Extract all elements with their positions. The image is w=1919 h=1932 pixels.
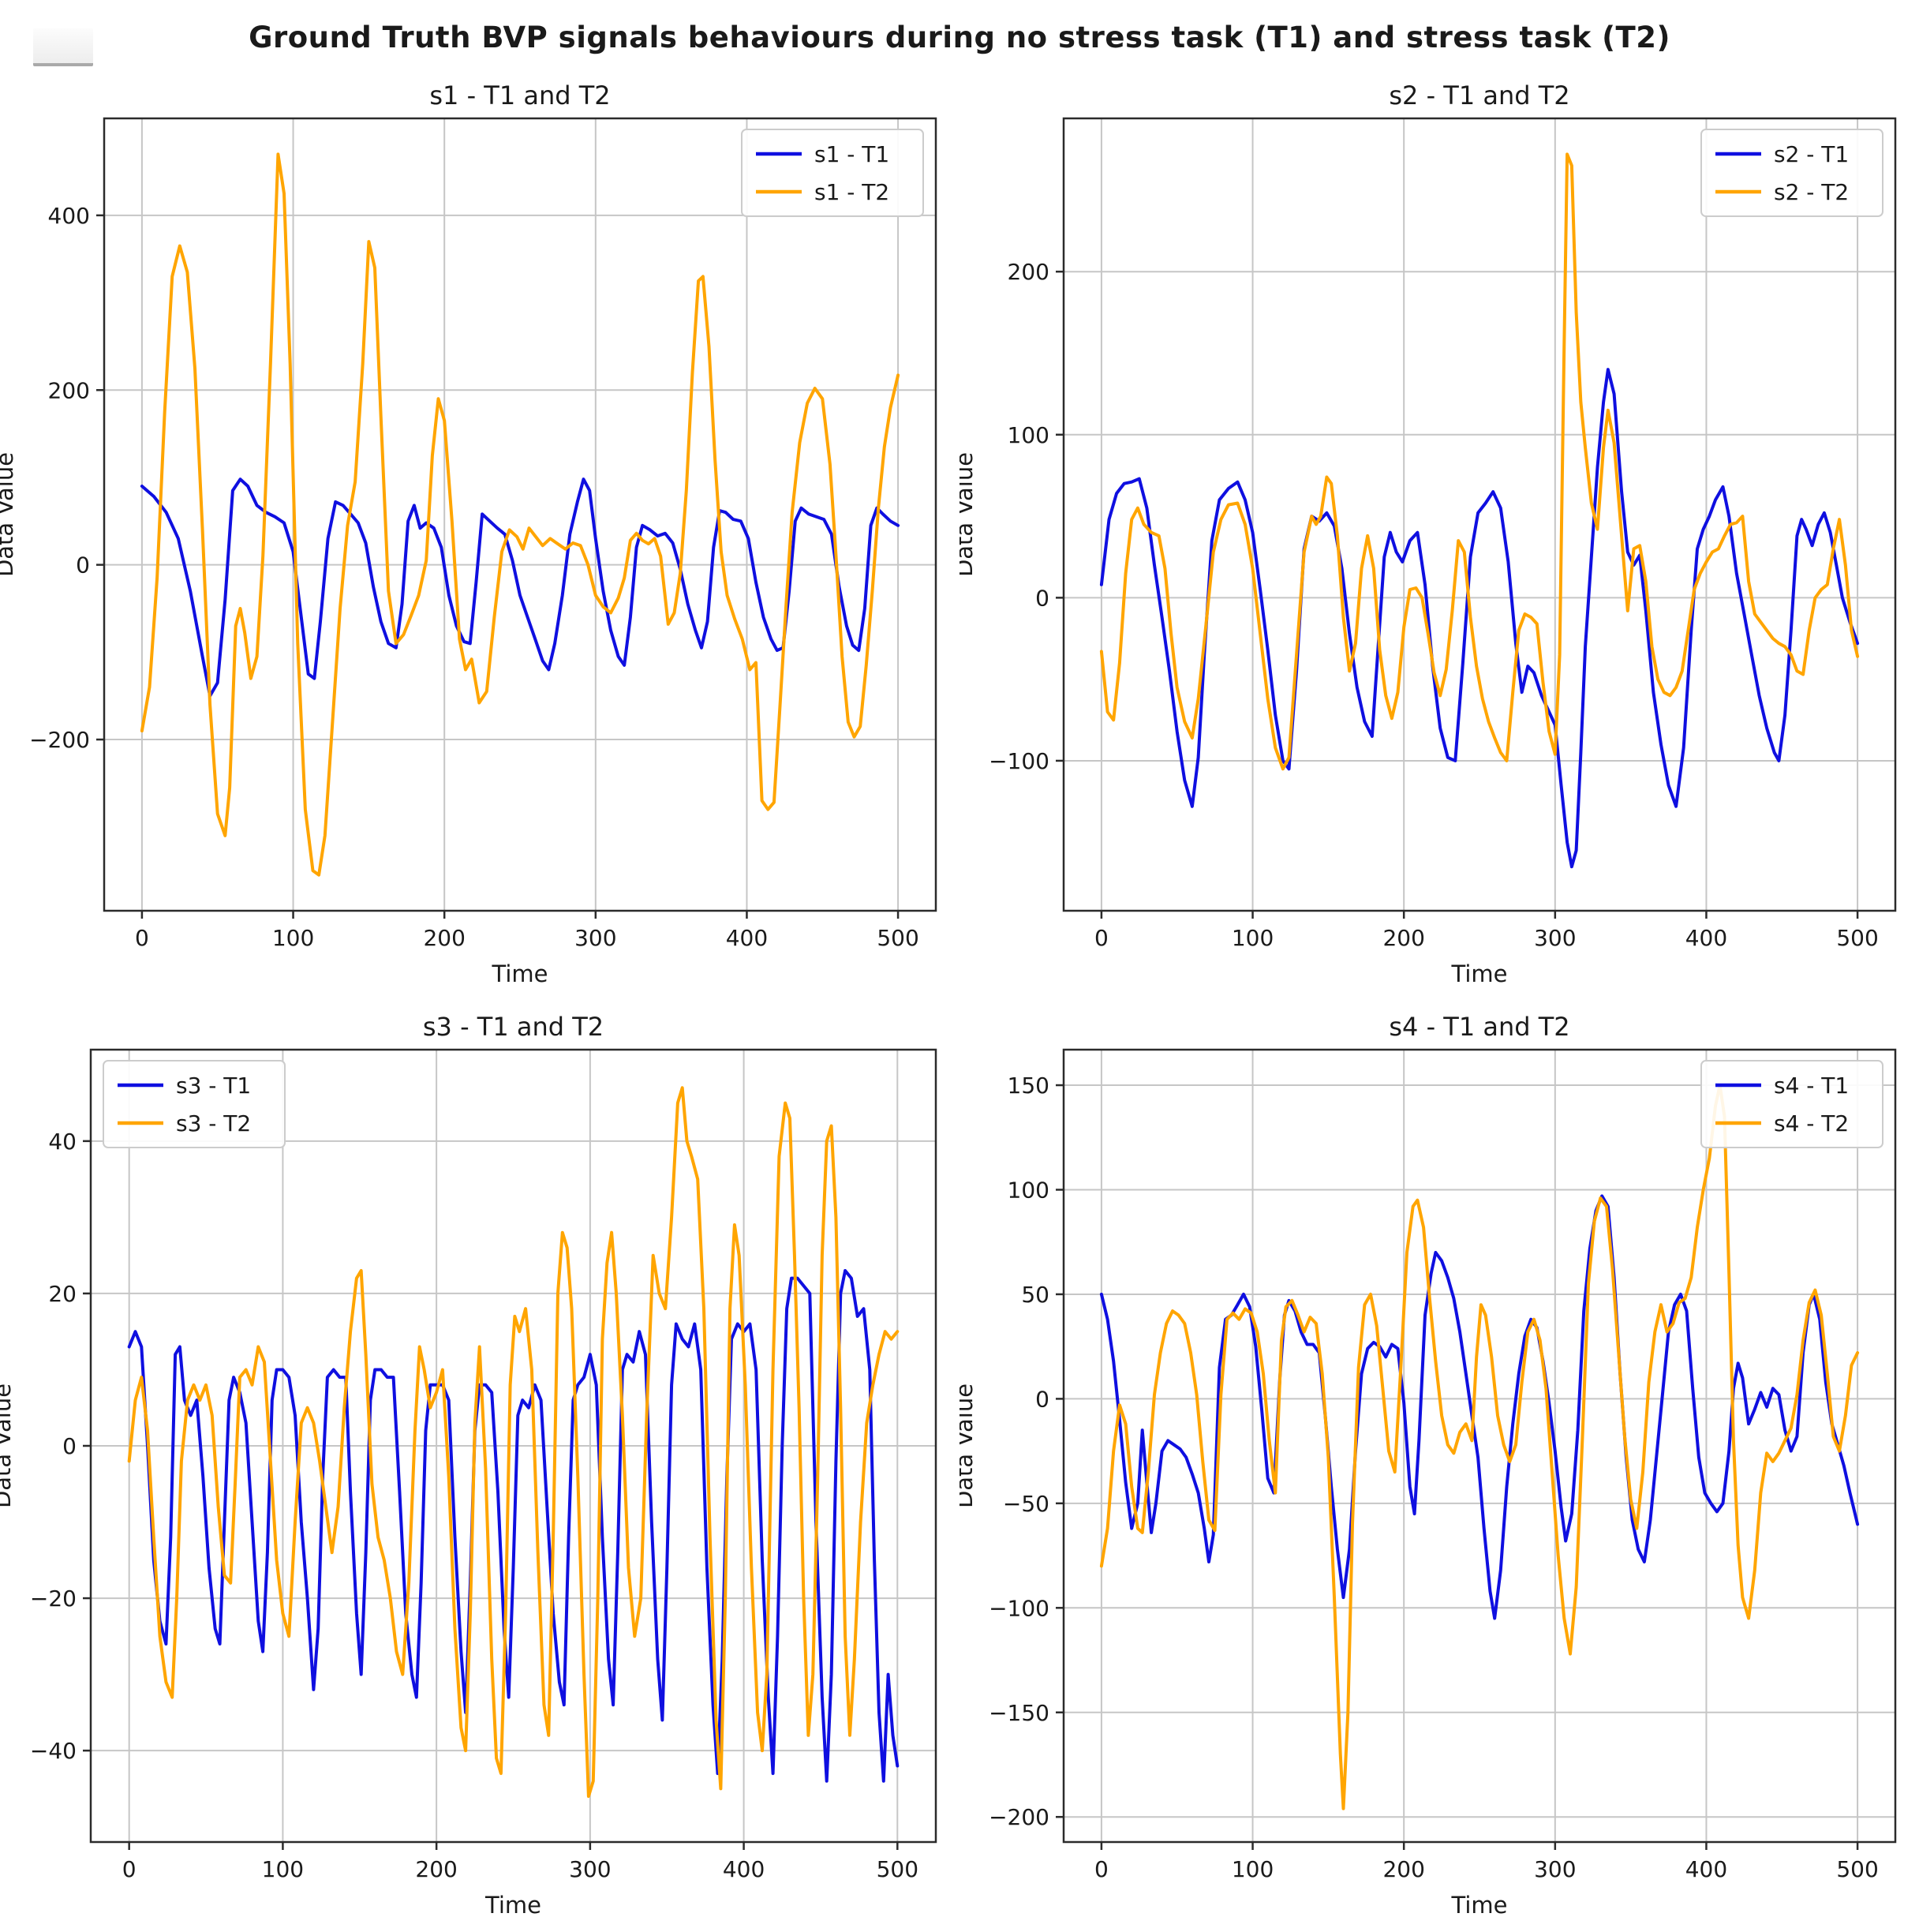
svg-text:s1 - T1: s1 - T1 [814, 141, 889, 167]
svg-text:s4 - T1 and T2: s4 - T1 and T2 [1389, 1012, 1569, 1042]
svg-text:Data Value: Data Value [960, 1383, 978, 1508]
svg-text:−200: −200 [29, 727, 90, 753]
svg-text:50: 50 [1021, 1282, 1049, 1308]
svg-text:400: 400 [48, 203, 90, 229]
svg-text:s3 - T2: s3 - T2 [176, 1110, 251, 1136]
svg-text:400: 400 [1685, 1856, 1727, 1882]
svg-text:−100: −100 [989, 748, 1049, 774]
svg-text:200: 200 [1382, 925, 1424, 951]
svg-text:500: 500 [877, 925, 918, 951]
svg-text:Data Value: Data Value [960, 452, 978, 577]
svg-text:0: 0 [1094, 1856, 1109, 1882]
svg-text:0: 0 [1035, 1386, 1049, 1412]
svg-text:20: 20 [48, 1281, 77, 1307]
svg-text:150: 150 [1008, 1073, 1049, 1099]
plot-svg: 0 100 200 300 400 500 −100 0 100 200 Time Data Valu… [960, 69, 1919, 1001]
chart-s3: 0 100 200 300 400 500 −40 −20 0 20 40 Time Data Valu… [0, 1001, 960, 1932]
subplot-grid: 0 100 200 300 400 500 −200 0 200 400 Time Data Valu… [0, 69, 1919, 1932]
svg-text:400: 400 [1685, 925, 1727, 951]
svg-text:Time: Time [484, 1892, 541, 1919]
svg-text:−40: −40 [30, 1738, 77, 1764]
svg-text:500: 500 [877, 1856, 918, 1882]
svg-text:Data Value: Data Value [0, 1383, 16, 1508]
svg-text:0: 0 [135, 925, 149, 951]
svg-text:100: 100 [1232, 1856, 1274, 1882]
svg-text:−200: −200 [989, 1804, 1049, 1830]
plot-svg: 0 100 200 300 400 500 −200 −150 −100 −50 0 50 100 150… [960, 1001, 1919, 1932]
corner-chip [33, 28, 93, 66]
svg-text:100: 100 [262, 1856, 304, 1882]
svg-text:−20: −20 [30, 1586, 77, 1612]
figure-title: Ground Truth BVP signals behaviours duri… [249, 21, 1670, 54]
chart-s2: 0 100 200 300 400 500 −100 0 100 200 Time Data Valu… [960, 69, 1919, 1001]
svg-text:Data Value: Data Value [0, 452, 18, 577]
svg-text:0: 0 [62, 1433, 77, 1459]
svg-text:Time: Time [1451, 960, 1508, 987]
svg-text:100: 100 [1232, 925, 1274, 951]
svg-text:s1 - T2: s1 - T2 [814, 179, 889, 205]
svg-text:100: 100 [1008, 422, 1049, 448]
svg-text:200: 200 [423, 925, 465, 951]
svg-text:s4 - T2: s4 - T2 [1774, 1110, 1849, 1136]
svg-text:s2 - T2: s2 - T2 [1774, 179, 1849, 205]
svg-text:s3 - T1 and T2: s3 - T1 and T2 [423, 1012, 604, 1042]
svg-text:−150: −150 [989, 1700, 1049, 1726]
svg-text:500: 500 [1836, 1856, 1878, 1882]
svg-text:400: 400 [726, 925, 768, 951]
svg-text:400: 400 [723, 1856, 765, 1882]
svg-text:500: 500 [1836, 925, 1878, 951]
svg-text:Time: Time [1451, 1892, 1508, 1919]
svg-text:40: 40 [48, 1129, 77, 1155]
svg-text:s4 - T1: s4 - T1 [1774, 1073, 1849, 1099]
svg-text:300: 300 [569, 1856, 611, 1882]
svg-text:200: 200 [415, 1856, 457, 1882]
svg-text:Time: Time [492, 960, 548, 987]
svg-text:−100: −100 [989, 1595, 1049, 1621]
svg-text:s2 - T1 and T2: s2 - T1 and T2 [1389, 80, 1569, 110]
svg-text:0: 0 [1094, 925, 1109, 951]
plot-svg: 0 100 200 300 400 500 −40 −20 0 20 40 Time Data Valu… [0, 1001, 960, 1932]
svg-text:0: 0 [122, 1856, 137, 1882]
svg-text:s3 - T1: s3 - T1 [176, 1073, 251, 1099]
svg-text:100: 100 [1008, 1177, 1049, 1203]
svg-text:−50: −50 [1003, 1491, 1049, 1517]
chart-s1: 0 100 200 300 400 500 −200 0 200 400 Time Data Valu… [0, 69, 960, 1001]
plot-svg: 0 100 200 300 400 500 −200 0 200 400 Time Data Valu… [0, 69, 960, 1001]
svg-text:100: 100 [272, 925, 314, 951]
svg-text:300: 300 [574, 925, 616, 951]
svg-text:0: 0 [76, 552, 90, 578]
svg-text:200: 200 [1008, 259, 1049, 285]
svg-text:s2 - T1: s2 - T1 [1774, 141, 1849, 167]
svg-text:s1 - T1 and T2: s1 - T1 and T2 [429, 80, 610, 110]
chart-s4: 0 100 200 300 400 500 −200 −150 −100 −50 0 50 100 150… [960, 1001, 1919, 1932]
svg-text:0: 0 [1035, 585, 1049, 611]
svg-text:200: 200 [48, 377, 90, 403]
svg-text:300: 300 [1534, 1856, 1576, 1882]
svg-text:300: 300 [1534, 925, 1576, 951]
svg-text:200: 200 [1382, 1856, 1424, 1882]
